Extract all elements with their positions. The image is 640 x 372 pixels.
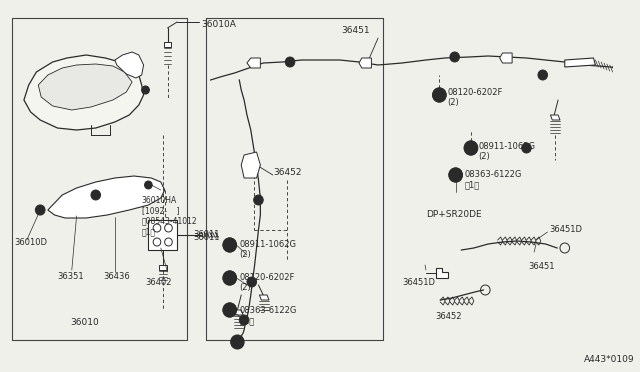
Circle shape: [538, 70, 548, 80]
Circle shape: [525, 146, 529, 150]
Circle shape: [433, 88, 446, 102]
Text: 36436: 36436: [104, 272, 130, 281]
Text: 36010HA
[1092-    ]
Ⓢ08543-41012
（1）: 36010HA [1092- ] Ⓢ08543-41012 （1）: [141, 196, 197, 236]
Text: 36451: 36451: [342, 26, 371, 35]
Polygon shape: [24, 55, 143, 130]
Circle shape: [285, 57, 295, 67]
Polygon shape: [247, 58, 260, 68]
Polygon shape: [164, 42, 172, 47]
Circle shape: [541, 73, 545, 77]
Circle shape: [250, 280, 253, 284]
Polygon shape: [564, 58, 595, 67]
Text: N: N: [227, 242, 233, 248]
Text: 08363-6122G
（1）: 08363-6122G （1）: [464, 170, 522, 189]
Text: 36452: 36452: [273, 168, 301, 177]
Circle shape: [450, 52, 460, 62]
Circle shape: [464, 141, 477, 155]
Circle shape: [35, 205, 45, 215]
Circle shape: [288, 60, 292, 64]
Circle shape: [522, 143, 531, 153]
Text: 36351: 36351: [58, 272, 84, 281]
Polygon shape: [259, 295, 269, 300]
Text: 08363-6122G
（1）: 08363-6122G （1）: [239, 306, 297, 326]
Polygon shape: [159, 265, 166, 270]
Text: 08120-6202F
(2): 08120-6202F (2): [447, 88, 502, 108]
Polygon shape: [38, 64, 132, 110]
Circle shape: [223, 303, 236, 317]
Circle shape: [223, 271, 236, 285]
Text: N: N: [468, 145, 474, 151]
Text: 36452: 36452: [436, 312, 462, 321]
Polygon shape: [234, 310, 243, 315]
Text: A443*0109: A443*0109: [584, 355, 634, 364]
Polygon shape: [436, 268, 448, 278]
Text: 08911-1062G
(2): 08911-1062G (2): [479, 142, 536, 161]
Polygon shape: [48, 176, 164, 218]
Text: 36402: 36402: [145, 278, 172, 287]
Circle shape: [223, 238, 236, 252]
Text: 36010A: 36010A: [201, 20, 236, 29]
Polygon shape: [500, 53, 512, 63]
Circle shape: [145, 181, 152, 189]
Polygon shape: [115, 52, 143, 78]
Circle shape: [242, 318, 246, 322]
Text: S: S: [453, 172, 458, 178]
Circle shape: [452, 55, 456, 59]
Text: 36011: 36011: [193, 230, 220, 239]
Text: 36010: 36010: [70, 318, 99, 327]
Circle shape: [38, 208, 42, 212]
Polygon shape: [241, 152, 260, 178]
Circle shape: [141, 86, 149, 94]
Text: 36010D: 36010D: [14, 238, 47, 247]
Circle shape: [257, 198, 260, 202]
Text: B: B: [227, 275, 232, 281]
Polygon shape: [359, 58, 371, 68]
Polygon shape: [148, 220, 177, 250]
Circle shape: [449, 168, 462, 182]
Circle shape: [230, 335, 244, 349]
Text: S: S: [227, 307, 232, 313]
Text: DP+SR20DE: DP+SR20DE: [426, 210, 481, 219]
Text: 36451D: 36451D: [550, 225, 582, 234]
Text: 36011: 36011: [193, 233, 220, 242]
Circle shape: [239, 315, 249, 325]
Circle shape: [253, 195, 263, 205]
Polygon shape: [550, 115, 560, 120]
Text: 08911-1062G
(2): 08911-1062G (2): [239, 240, 296, 259]
Circle shape: [247, 277, 257, 287]
Text: 36451D: 36451D: [402, 278, 435, 287]
Circle shape: [91, 190, 100, 200]
Text: 08120-6202F
(2): 08120-6202F (2): [239, 273, 294, 292]
Text: B: B: [436, 92, 442, 98]
Text: 36451: 36451: [529, 262, 555, 271]
